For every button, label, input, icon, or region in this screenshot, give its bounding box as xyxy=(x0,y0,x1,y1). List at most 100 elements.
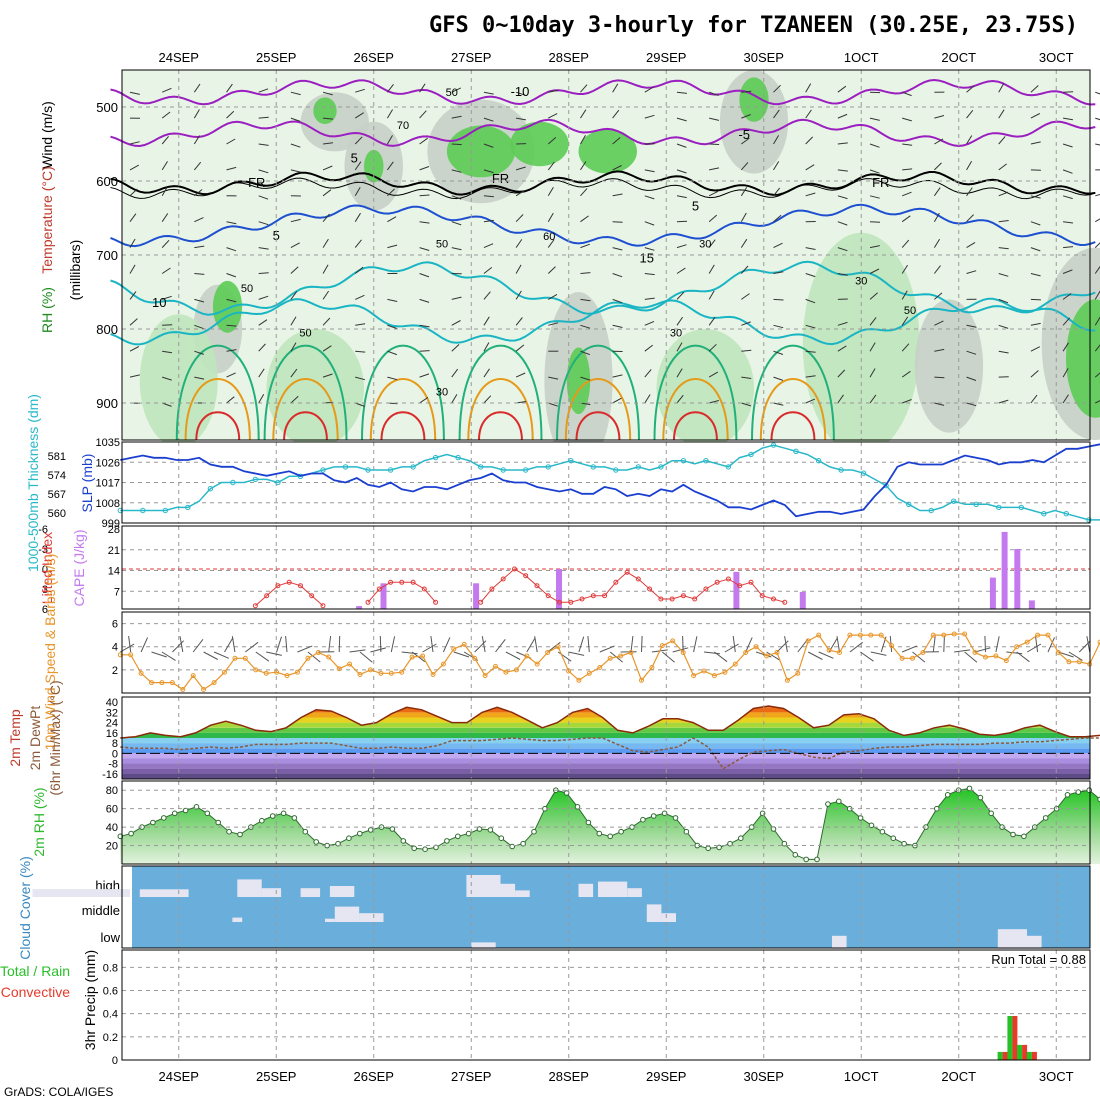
wind-barb xyxy=(226,221,237,225)
cape-tick-label: 14 xyxy=(108,566,120,578)
wind-marker xyxy=(242,655,248,661)
wind-marker xyxy=(941,632,947,638)
rh-contour-label: 50 xyxy=(299,327,311,339)
wind-barb xyxy=(1094,344,1100,352)
rh-marker xyxy=(411,845,418,852)
wind-barb xyxy=(515,344,525,352)
wind-barb xyxy=(193,83,201,93)
wind-marker xyxy=(1045,632,1051,638)
li-marker xyxy=(658,596,664,602)
temp-band-below-zero xyxy=(122,753,1090,759)
slp-tick-label: 999 xyxy=(102,518,120,530)
wind-barb xyxy=(483,316,490,326)
wind-barb xyxy=(515,214,524,223)
cloud-block xyxy=(500,883,516,897)
wind-barb xyxy=(708,290,715,300)
rh-marker xyxy=(182,807,189,814)
cape-bar xyxy=(1014,549,1021,609)
wind-barb xyxy=(773,298,784,301)
wind-barb xyxy=(998,273,1009,277)
wind-barb xyxy=(612,109,620,119)
wind-barb-10m xyxy=(1035,636,1039,653)
wind-barb xyxy=(1030,85,1039,93)
li-marker xyxy=(771,596,776,602)
rh-marker xyxy=(585,819,592,826)
wind-marker xyxy=(805,638,811,644)
cloud-block xyxy=(627,888,642,897)
wind-barb xyxy=(1062,317,1071,326)
wind-barb xyxy=(773,187,781,197)
wind-barb xyxy=(194,273,205,275)
wind-tick-label: 6 xyxy=(112,619,118,631)
precip-ylabel-convective: Convective xyxy=(1,984,70,1000)
wind-barb xyxy=(226,324,237,327)
wind-marker xyxy=(472,655,478,661)
wind-marker xyxy=(347,661,353,667)
wind-marker xyxy=(659,643,665,649)
wind-barb-10m xyxy=(943,635,945,653)
wind-barb xyxy=(837,369,846,378)
temp-contour-diurnal xyxy=(283,411,328,441)
wind-barb xyxy=(161,239,170,248)
wind-barb-10m xyxy=(1006,651,1023,655)
wind-barb xyxy=(901,264,909,274)
wind-barb xyxy=(805,298,816,304)
wind-barb-10m xyxy=(724,643,739,653)
wind-barb-10m xyxy=(401,651,418,655)
temp-contour-diurnal xyxy=(759,377,827,441)
wind-barb xyxy=(515,166,526,171)
wind-barb xyxy=(676,267,686,274)
wind-marker xyxy=(378,670,384,676)
wind-barb xyxy=(194,298,205,303)
wind-barb xyxy=(773,402,784,406)
rh-marker xyxy=(226,828,232,835)
wind-barb xyxy=(708,371,719,378)
wind-barb-10m xyxy=(1058,651,1074,658)
slp-panel-frame xyxy=(121,441,1091,524)
thickness-marker xyxy=(973,501,979,507)
wind-barb xyxy=(1030,221,1041,226)
wind-barb xyxy=(387,216,397,223)
wind-marker xyxy=(910,655,915,661)
thickness-ylabel: 1000-500mb Thickness (dm) xyxy=(25,394,41,572)
wind-barb xyxy=(1063,91,1074,93)
wind-marker xyxy=(1076,659,1082,665)
wind-marker xyxy=(1003,658,1009,664)
wind-barb-10m xyxy=(954,649,971,653)
wind-barb xyxy=(387,324,398,329)
wind-barb-10m xyxy=(213,651,229,659)
rh-marker xyxy=(705,845,712,852)
wind-barb xyxy=(966,187,973,197)
wind-barb xyxy=(837,394,844,404)
rh-marker xyxy=(748,824,755,830)
dewpoint-line xyxy=(120,737,1100,770)
rh-marker xyxy=(574,804,581,810)
wind-barb-10m xyxy=(661,651,675,663)
wind-barb xyxy=(740,162,749,171)
wind-barb xyxy=(451,368,459,378)
wind-barb xyxy=(258,272,269,274)
thickness-marker xyxy=(860,470,867,476)
wind-marker xyxy=(962,631,968,637)
slp-tick-label: 1026 xyxy=(96,457,120,469)
wind-barb xyxy=(322,213,330,223)
wind-marker xyxy=(1024,639,1030,645)
li-marker xyxy=(410,579,416,585)
wind-marker xyxy=(930,632,936,638)
wind-marker xyxy=(263,670,269,676)
wind-barb xyxy=(322,264,329,274)
wind-barb xyxy=(258,247,269,250)
slp-tick-label: 1017 xyxy=(96,478,120,490)
wind-barb xyxy=(226,298,237,303)
li-marker xyxy=(500,576,506,582)
wind-marker xyxy=(1066,659,1072,665)
rh-tick-label: 20 xyxy=(106,841,118,853)
wind-barb-10m xyxy=(140,637,149,653)
rh-marker xyxy=(389,826,396,832)
wind-barb xyxy=(998,350,1009,354)
rh-marker xyxy=(367,827,374,833)
temp-contour-diurnal xyxy=(195,411,241,441)
wind-barb xyxy=(129,346,140,352)
wind-barb xyxy=(387,83,394,93)
wind-marker xyxy=(732,661,738,667)
